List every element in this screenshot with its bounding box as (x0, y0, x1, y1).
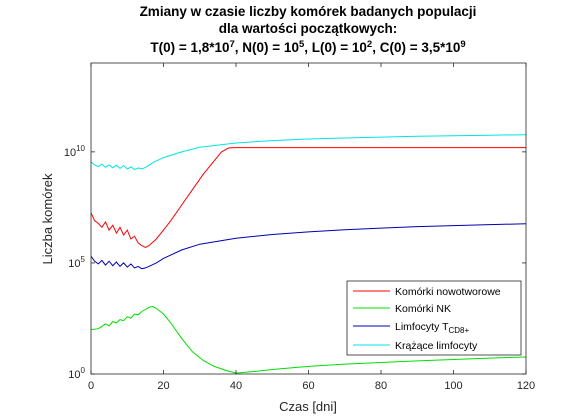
legend-label-nk: Komórki NK (395, 303, 451, 315)
x-axis-label: Czas [dni] (279, 399, 337, 414)
x-tick-label: 40 (230, 380, 242, 392)
x-tick-label: 0 (88, 380, 94, 392)
legend: Komórki nowotworowe Komórki NK Limfocyty… (347, 281, 521, 355)
chart-title-line-1: Zmiany w czasie liczby komórek badanych … (140, 4, 477, 19)
title-param-c-exp: 9 (460, 39, 465, 50)
y-tick-label: 1010 (64, 144, 86, 159)
x-tick-label: 60 (302, 380, 314, 392)
title-param-l: , L(0) = 10 (304, 40, 367, 55)
chart-title-params: T(0) = 1,8*107, N(0) = 105, L(0) = 102, … (150, 39, 465, 55)
legend-label-circulating: Krążące limfocyty (395, 340, 478, 352)
x-tick-label: 120 (517, 380, 535, 392)
y-axis-label: Liczba komórek (40, 173, 55, 265)
chart-title-line-2: dla wartości początkowych: (219, 21, 398, 36)
title-param-n: , N(0) = 10 (235, 40, 299, 55)
title-param-c: , C(0) = 3,5*10 (372, 40, 460, 55)
x-tick-label: 20 (157, 380, 169, 392)
y-tick-label: 105 (68, 255, 85, 270)
title-param-t: T(0) = 1,8*10 (150, 40, 229, 55)
x-tick-label: 80 (375, 380, 387, 392)
y-tick-label: 100 (68, 366, 85, 381)
legend-label-tumor: Komórki nowotworowe (395, 286, 501, 298)
x-tick-label: 100 (444, 380, 462, 392)
